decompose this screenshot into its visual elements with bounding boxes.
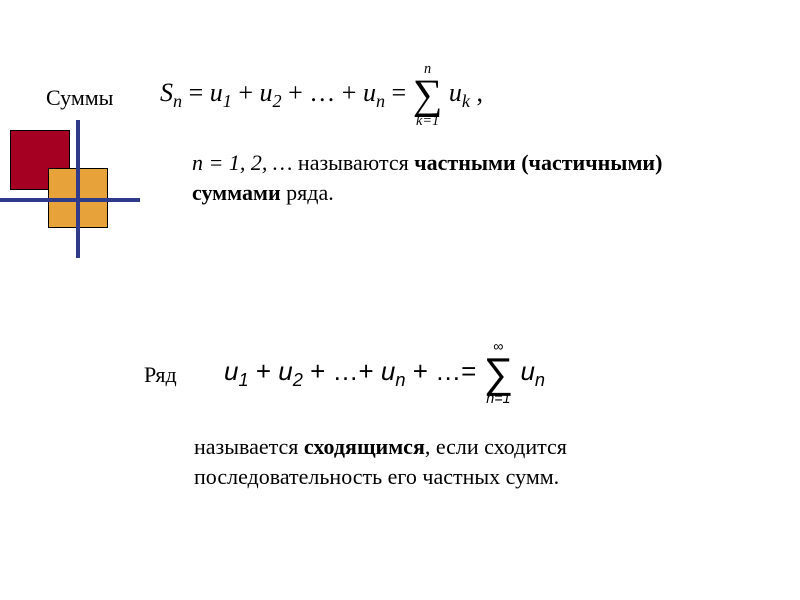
deco-line-vertical — [76, 120, 80, 258]
series-sum-term: un — [520, 356, 545, 386]
equals-sign: = — [189, 78, 210, 107]
series-term-n: un — [381, 356, 406, 386]
series-term-2: u2 — [278, 356, 303, 386]
series-term-1: u1 — [224, 356, 249, 386]
sum-symbol: n ∑ k=1 — [413, 62, 443, 128]
sum-term: uk , — [449, 78, 483, 107]
series-label: Ряд — [144, 362, 177, 388]
sums-label: Суммы — [46, 85, 113, 111]
series-formula: u1 + u2 + …+ un + …= ∞ ∑ n=1 un — [224, 340, 545, 406]
text-n-range: n = 1, 2, … — [192, 150, 292, 175]
formula-lhs: Sn — [160, 78, 182, 107]
sums-description: n = 1, 2, … называются частными (частичн… — [192, 148, 672, 207]
term-n: un — [363, 78, 385, 107]
series-sum-symbol: ∞ ∑ n=1 — [484, 340, 514, 406]
term-1: u1 — [210, 78, 232, 107]
sums-formula: Sn = u1 + u2 + … + un = n ∑ k=1 uk , — [160, 62, 483, 128]
deco-line-horizontal — [0, 198, 140, 202]
term-2: u2 — [260, 78, 282, 107]
series-description: называется сходящимся, если сходится пос… — [194, 432, 714, 491]
